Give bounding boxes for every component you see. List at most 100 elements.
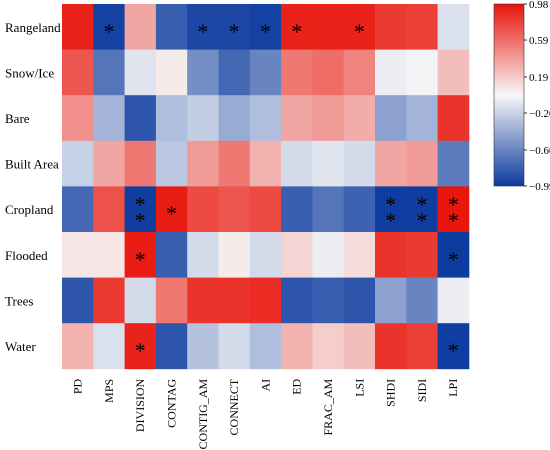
heatmap-cell — [93, 323, 125, 370]
heatmap-cell — [218, 323, 251, 370]
column-label: ED — [290, 378, 304, 394]
column-label: MPS — [102, 379, 116, 403]
heatmap-cell — [155, 277, 188, 324]
heatmap-cell — [312, 277, 345, 324]
column-labels: PD MPS DIVISION CONTAG CONTIG_AM CONNECT AI ED F… — [71, 378, 461, 449]
heatmap-cell — [343, 49, 376, 96]
heatmap-cell — [406, 4, 438, 50]
heatmap-cell — [124, 186, 157, 233]
row-label: Bare — [5, 111, 30, 126]
column-label: PD — [71, 378, 85, 394]
column-label: AI — [258, 379, 272, 392]
heatmap-cell — [406, 186, 438, 233]
heatmap-cell — [312, 186, 345, 233]
heatmap-cell — [124, 95, 157, 142]
heatmap-cell — [343, 232, 376, 278]
heatmap-cell — [218, 95, 251, 142]
heatmap-cell — [187, 49, 219, 96]
heatmap-cell — [375, 140, 407, 187]
heatmap-cell — [249, 186, 282, 233]
heatmap-cell — [155, 49, 188, 96]
heatmap-cell — [249, 4, 282, 50]
column-label: SIDI — [415, 379, 429, 402]
heatmap-cell — [281, 95, 313, 142]
significance-star: * — [385, 192, 396, 217]
row-label: Trees — [5, 293, 33, 308]
heatmap-cell — [312, 140, 345, 187]
heatmap-cell — [218, 186, 251, 233]
heatmap-cell — [62, 49, 94, 96]
heatmap-cell — [124, 4, 157, 50]
heatmap-cell — [375, 323, 407, 370]
heatmap-cell — [218, 140, 251, 187]
heatmap-cell — [249, 140, 282, 187]
significance-star: * — [416, 192, 427, 217]
heatmap-cell — [375, 277, 407, 324]
heatmap-cell — [155, 323, 188, 370]
heatmap-cell — [343, 277, 376, 324]
significance-markers: * * * * * *** * ******* ** * — [103, 19, 458, 363]
heatmap-cell — [281, 323, 313, 370]
heatmap-cell — [281, 140, 313, 187]
heatmap-cell — [343, 4, 376, 50]
heatmap-cell — [155, 140, 188, 187]
heatmap-cells — [62, 4, 470, 370]
row-labels: Rangeland Snow/Ice Bare Built Area Cropland F… — [5, 20, 61, 354]
heatmap-cell — [281, 49, 313, 96]
colorbar: 0.98 0.59 0.19 −0.20 −0.60 −0.99 — [493, 0, 550, 193]
heatmap-cell — [437, 186, 470, 233]
heatmap-cell — [187, 323, 219, 370]
heatmap-cell — [124, 232, 157, 278]
heatmap-cell — [155, 186, 188, 233]
heatmap-cell — [124, 277, 157, 324]
heatmap-cell — [93, 49, 125, 96]
colorbar-tick-label: 0.19 — [529, 72, 549, 84]
row-label: Built Area — [5, 157, 59, 172]
heatmap-cell — [93, 95, 125, 142]
significance-star: * — [135, 247, 146, 272]
heatmap-cell — [406, 95, 438, 142]
heatmap-cell — [218, 4, 251, 50]
heatmap-cell — [249, 323, 282, 370]
heatmap-cell — [375, 4, 407, 50]
heatmap-cell — [249, 277, 282, 324]
heatmap-cell — [312, 4, 345, 50]
heatmap-cell — [124, 140, 157, 187]
row-label: Rangeland — [5, 20, 61, 35]
column-label: DIVISION — [133, 378, 147, 432]
significance-star: * — [448, 247, 459, 272]
heatmap-cell — [62, 95, 94, 142]
colorbar-gradient — [493, 3, 525, 187]
significance-star: * — [229, 19, 240, 44]
heatmap-cell — [343, 140, 376, 187]
heatmap-cell — [187, 140, 219, 187]
heatmap-cell — [375, 95, 407, 142]
heatmap-cell — [437, 95, 470, 142]
heatmap-cell — [375, 186, 407, 233]
heatmap-cell — [406, 140, 438, 187]
heatmap-cell — [406, 277, 438, 324]
heatmap-cell — [62, 140, 94, 187]
significance-star: * — [103, 19, 114, 44]
heatmap-cell — [187, 232, 219, 278]
heatmap-cell — [437, 49, 470, 96]
heatmap-cell — [343, 186, 376, 233]
row-label: Flooded — [5, 248, 48, 263]
colorbar-tick-label: −0.60 — [529, 145, 550, 157]
column-label: CONTAG — [165, 378, 179, 427]
significance-star: * — [197, 19, 208, 44]
heatmap-cell — [406, 49, 438, 96]
heatmap-cell — [406, 323, 438, 370]
heatmap-cell — [187, 4, 219, 50]
heatmap-cell — [124, 49, 157, 96]
colorbar-tick-label: 0.59 — [529, 35, 549, 47]
significance-star: * — [385, 208, 396, 233]
heatmap-cell — [124, 323, 157, 370]
heatmap-cell — [312, 95, 345, 142]
significance-star: * — [448, 338, 459, 363]
heatmap-cell — [155, 95, 188, 142]
row-label: Cropland — [5, 202, 54, 217]
heatmap-cell — [281, 186, 313, 233]
heatmap-cell — [312, 323, 345, 370]
significance-star: * — [448, 208, 459, 233]
